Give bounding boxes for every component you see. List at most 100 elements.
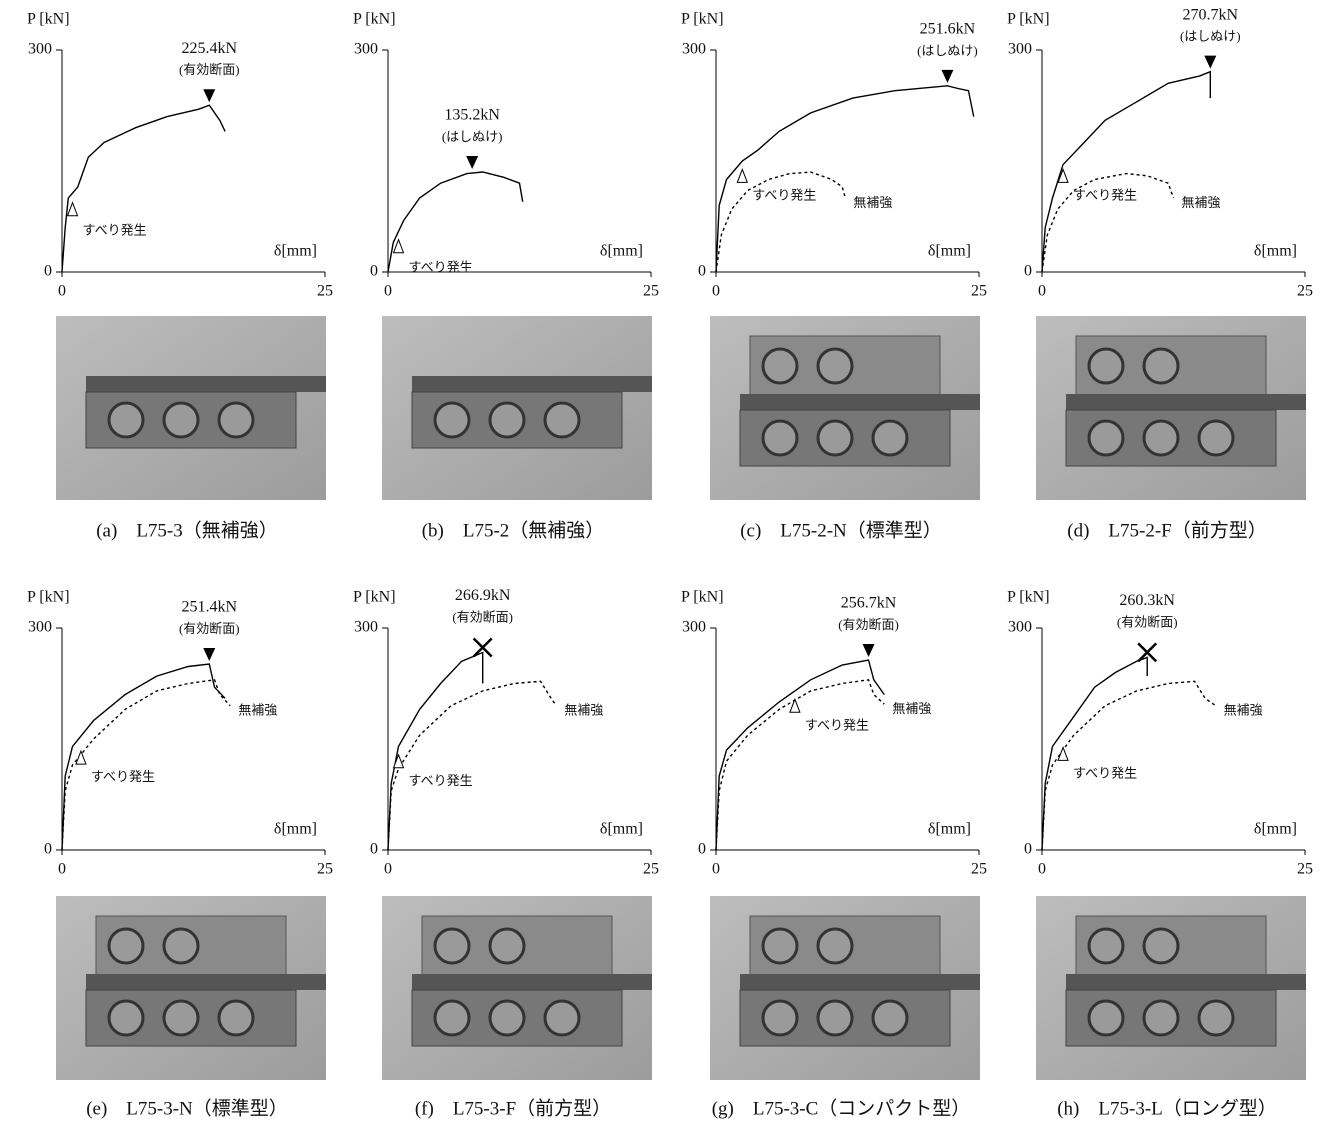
photo-bolt bbox=[1199, 1001, 1233, 1035]
solid-line bbox=[388, 653, 483, 851]
peak-note: (有効断面) bbox=[179, 621, 240, 636]
photo-bolt bbox=[763, 421, 797, 455]
y-tick-label: 300 bbox=[682, 41, 706, 58]
slip-marker bbox=[790, 699, 800, 712]
peak-label: 251.4kN bbox=[181, 599, 237, 616]
x-tick-label: 0 bbox=[58, 861, 66, 878]
photo-bolt bbox=[109, 1001, 143, 1035]
x-tick-label: 25 bbox=[317, 283, 333, 300]
peak-note: (はしぬけ) bbox=[442, 129, 503, 144]
peak-note: (有効断面) bbox=[179, 62, 240, 77]
y-tick-label: 0 bbox=[1024, 841, 1032, 858]
x-axis-label: δ[mm] bbox=[274, 243, 317, 260]
photo-bolt bbox=[490, 403, 524, 437]
photo-bolt bbox=[1144, 1001, 1178, 1035]
y-tick-label: 300 bbox=[28, 619, 52, 636]
photo-bolt bbox=[109, 929, 143, 963]
photo-angle bbox=[412, 974, 652, 990]
peak-note: (はしぬけ) bbox=[1180, 29, 1241, 44]
peak-note: (有効断面) bbox=[1117, 614, 1178, 629]
peak-label: 260.3kN bbox=[1119, 592, 1175, 609]
caption: (b) L75-2（無補強） bbox=[422, 519, 605, 541]
photo-bolt bbox=[1089, 349, 1123, 383]
slip-label: すべり発生 bbox=[1073, 187, 1137, 202]
photo-angle bbox=[86, 974, 326, 990]
y-axis-label: P [kN] bbox=[27, 11, 70, 28]
y-tick-label: 0 bbox=[698, 841, 706, 858]
y-axis-label: P [kN] bbox=[1007, 11, 1050, 28]
peak-marker bbox=[941, 70, 953, 83]
peak-label: 266.9kN bbox=[455, 587, 511, 604]
x-tick-label: 25 bbox=[971, 283, 987, 300]
slip-label: すべり発生 bbox=[805, 717, 869, 732]
peak-label: 256.7kN bbox=[841, 595, 897, 612]
peak-note: (有効断面) bbox=[838, 617, 899, 632]
peak-marker bbox=[466, 156, 478, 169]
x-tick-label: 25 bbox=[317, 861, 333, 878]
caption: (a) L75-3（無補強） bbox=[96, 519, 278, 541]
slip-marker bbox=[68, 203, 78, 216]
photo-bolt bbox=[1144, 929, 1178, 963]
photo-bolt bbox=[1089, 421, 1123, 455]
peak-marker bbox=[863, 644, 875, 657]
photo-bolt bbox=[763, 349, 797, 383]
photo-bolt bbox=[1089, 1001, 1123, 1035]
y-axis-label: P [kN] bbox=[681, 11, 724, 28]
y-tick-label: 0 bbox=[370, 263, 378, 280]
series-label: 無補強 bbox=[238, 703, 277, 718]
x-axis-label: δ[mm] bbox=[600, 821, 643, 838]
solid-line bbox=[716, 660, 884, 850]
y-axis-label: P [kN] bbox=[1007, 589, 1050, 606]
y-axis-label: P [kN] bbox=[353, 11, 396, 28]
series-label: 無補強 bbox=[1224, 703, 1263, 718]
photo-angle bbox=[740, 394, 980, 410]
photo-bolt bbox=[873, 421, 907, 455]
peak-note: (有効断面) bbox=[452, 609, 513, 624]
peak-label: 251.6kN bbox=[920, 20, 976, 37]
y-tick-label: 0 bbox=[370, 841, 378, 858]
photo-bolt bbox=[435, 929, 469, 963]
photo-bolt bbox=[818, 421, 852, 455]
y-tick-label: 300 bbox=[1008, 619, 1032, 636]
x-tick-label: 0 bbox=[384, 861, 392, 878]
photo-bolt bbox=[109, 403, 143, 437]
y-tick-label: 300 bbox=[1008, 41, 1032, 58]
y-tick-label: 0 bbox=[1024, 263, 1032, 280]
photo-bolt bbox=[219, 1001, 253, 1035]
peak-marker bbox=[203, 648, 215, 661]
series-label: 無補強 bbox=[853, 195, 892, 210]
caption: (e) L75-3-N（標準型） bbox=[86, 1097, 288, 1119]
slip-label: すべり発生 bbox=[409, 773, 473, 788]
y-tick-label: 300 bbox=[354, 41, 378, 58]
x-tick-label: 25 bbox=[643, 861, 659, 878]
photo-bolt bbox=[164, 403, 198, 437]
x-tick-label: 25 bbox=[971, 861, 987, 878]
y-tick-label: 300 bbox=[354, 619, 378, 636]
photo-bolt bbox=[763, 929, 797, 963]
x-tick-label: 0 bbox=[58, 283, 66, 300]
x-tick-label: 0 bbox=[712, 861, 720, 878]
photo-bolt bbox=[1144, 421, 1178, 455]
peak-marker bbox=[203, 89, 215, 102]
slip-label: すべり発生 bbox=[752, 187, 816, 202]
photo-bolt bbox=[545, 1001, 579, 1035]
dashed-line bbox=[388, 681, 556, 850]
photo-bolt bbox=[873, 1001, 907, 1035]
solid-line bbox=[388, 172, 523, 272]
x-axis-label: δ[mm] bbox=[928, 821, 971, 838]
solid-line bbox=[1042, 72, 1210, 272]
dashed-line bbox=[62, 680, 230, 850]
caption: (g) L75-3-C（コンパクト型） bbox=[712, 1097, 971, 1119]
x-tick-label: 25 bbox=[1297, 283, 1313, 300]
x-tick-label: 0 bbox=[384, 283, 392, 300]
solid-line bbox=[62, 105, 225, 272]
series-label: 無補強 bbox=[1182, 195, 1221, 210]
series-label: 無補強 bbox=[892, 701, 931, 716]
y-tick-label: 300 bbox=[682, 619, 706, 636]
photo-angle bbox=[86, 376, 326, 392]
x-axis-label: δ[mm] bbox=[1254, 243, 1297, 260]
figure: 0300025P [kN]δ[mm]225.4kN(有効断面)すべり発生(a) … bbox=[0, 0, 1335, 1122]
photo-bolt bbox=[435, 1001, 469, 1035]
slip-marker bbox=[1058, 747, 1068, 760]
peak-label: 135.2kN bbox=[444, 107, 500, 124]
